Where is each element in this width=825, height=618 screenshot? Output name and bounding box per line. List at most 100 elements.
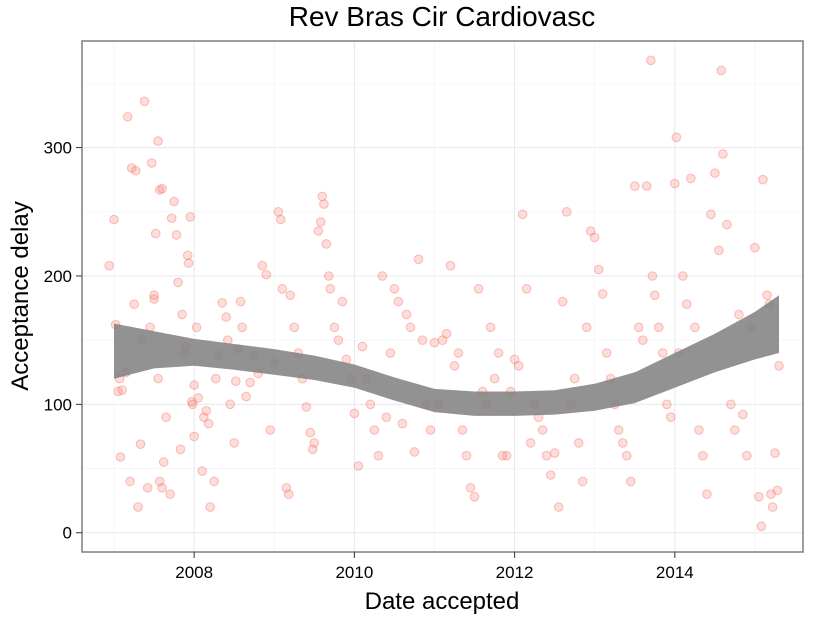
data-point bbox=[722, 219, 732, 230]
data-point bbox=[277, 284, 288, 294]
data-point bbox=[630, 181, 640, 191]
data-point bbox=[189, 380, 199, 390]
data-point bbox=[133, 502, 143, 512]
data-point bbox=[265, 425, 276, 435]
data-point bbox=[129, 299, 139, 310]
smooth-band-group bbox=[114, 295, 779, 416]
data-point bbox=[557, 296, 568, 307]
data-point bbox=[301, 402, 312, 412]
x-axis: 2008 2010 2012 2014 bbox=[175, 552, 694, 582]
data-point bbox=[217, 298, 227, 308]
data-point bbox=[153, 136, 163, 146]
data-point bbox=[690, 322, 700, 333]
data-point bbox=[589, 232, 600, 243]
data-point bbox=[283, 489, 294, 500]
data-point bbox=[437, 335, 448, 346]
chart-title: Rev Bras Cir Cardiovasc bbox=[289, 1, 596, 32]
data-point bbox=[738, 409, 748, 420]
data-point bbox=[353, 461, 364, 471]
data-point bbox=[678, 271, 688, 281]
smooth-band bbox=[114, 295, 779, 416]
data-point bbox=[642, 181, 652, 191]
data-point bbox=[182, 250, 193, 261]
data-point bbox=[577, 476, 588, 487]
data-point bbox=[429, 337, 440, 348]
data-point bbox=[710, 168, 720, 178]
data-point bbox=[125, 476, 135, 487]
data-point bbox=[193, 393, 203, 403]
x-tick-label: 2012 bbox=[496, 563, 534, 582]
data-point bbox=[139, 96, 150, 107]
data-point bbox=[173, 277, 183, 288]
plot-border bbox=[81, 40, 804, 553]
data-point bbox=[261, 269, 272, 280]
data-point bbox=[281, 483, 292, 493]
data-point bbox=[157, 183, 167, 194]
data-point bbox=[702, 489, 712, 500]
data-point bbox=[767, 502, 778, 512]
data-point bbox=[307, 444, 318, 455]
data-point bbox=[756, 521, 767, 532]
data-point bbox=[509, 354, 520, 365]
data-point bbox=[205, 502, 215, 512]
data-point bbox=[113, 386, 123, 397]
data-point bbox=[473, 284, 484, 294]
data-point bbox=[241, 391, 251, 402]
data-point bbox=[726, 399, 736, 410]
data-point bbox=[289, 322, 300, 333]
data-point bbox=[142, 483, 153, 493]
data-point bbox=[130, 165, 141, 176]
x-tick-label: 2014 bbox=[656, 563, 694, 582]
data-point bbox=[553, 502, 564, 512]
data-point bbox=[285, 290, 296, 301]
data-point bbox=[716, 65, 727, 76]
data-point bbox=[413, 254, 424, 265]
data-point bbox=[754, 492, 764, 502]
data-point bbox=[154, 476, 165, 487]
data-point bbox=[493, 348, 504, 358]
y-axis-title: Acceptance delay bbox=[7, 201, 34, 390]
data-point bbox=[501, 450, 512, 461]
data-point bbox=[153, 373, 163, 384]
data-point bbox=[161, 412, 171, 423]
data-point bbox=[706, 209, 716, 220]
y-tick-label: 200 bbox=[44, 267, 72, 286]
data-point bbox=[122, 112, 133, 122]
data-point bbox=[662, 399, 672, 410]
data-point bbox=[626, 476, 636, 487]
data-point bbox=[772, 485, 783, 496]
data-point bbox=[613, 425, 624, 435]
data-point bbox=[469, 492, 480, 502]
data-point bbox=[425, 425, 436, 435]
data-point bbox=[489, 373, 500, 384]
data-point bbox=[698, 450, 708, 461]
x-tick-label: 2010 bbox=[335, 563, 373, 582]
data-point bbox=[189, 431, 199, 442]
data-point bbox=[315, 217, 326, 227]
data-point bbox=[146, 158, 157, 168]
data-point bbox=[762, 290, 772, 301]
data-point bbox=[622, 450, 632, 461]
y-tick-label: 100 bbox=[44, 395, 72, 414]
data-point bbox=[149, 294, 159, 304]
data-point bbox=[573, 438, 584, 448]
x-axis-title: Date accepted bbox=[365, 588, 520, 615]
data-point bbox=[177, 309, 187, 320]
data-point bbox=[650, 290, 660, 301]
data-point bbox=[221, 312, 231, 322]
data-point bbox=[104, 260, 114, 271]
data-point bbox=[714, 245, 724, 256]
x-tick-label: 2008 bbox=[175, 563, 213, 582]
data-point bbox=[158, 457, 169, 467]
data-point bbox=[766, 489, 776, 500]
data-point bbox=[670, 178, 680, 189]
data-point bbox=[337, 296, 348, 307]
y-tick-label: 300 bbox=[44, 139, 72, 158]
data-point bbox=[597, 289, 608, 299]
data-point bbox=[209, 476, 219, 487]
data-point bbox=[389, 284, 400, 294]
data-point bbox=[734, 309, 744, 320]
data-point bbox=[671, 132, 682, 143]
data-point bbox=[385, 348, 396, 358]
data-point bbox=[497, 450, 508, 461]
